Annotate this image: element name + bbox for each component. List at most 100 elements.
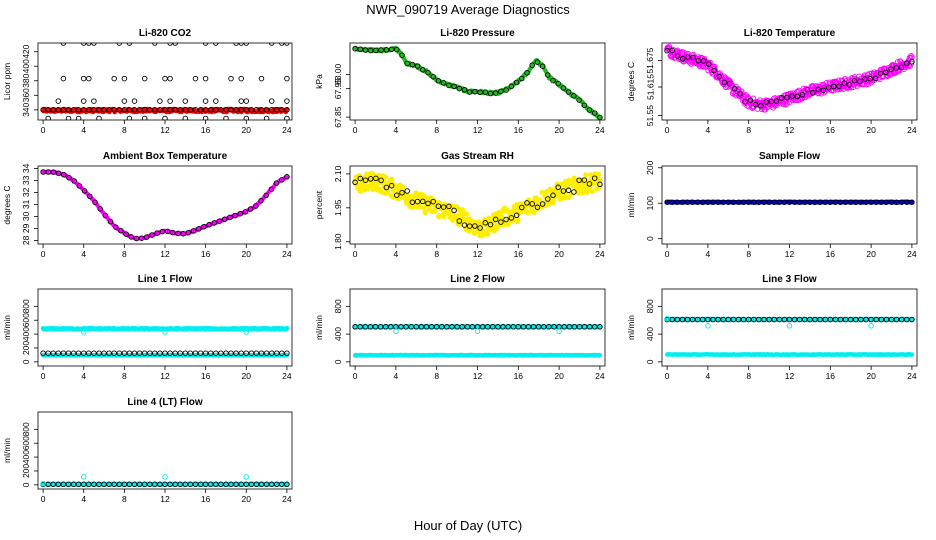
point-avg-base [268,107,275,113]
point-avg [888,316,895,323]
point-avg [106,350,112,356]
point-avg [466,223,473,229]
point-avg [776,199,783,205]
point-avg [107,218,114,225]
point-avg [378,47,384,53]
y-tick-label: 0 [21,359,31,364]
point-avg [141,350,148,356]
point-avg-base [162,107,168,113]
point-outliers [80,329,87,335]
point-avg-base [202,107,209,113]
y-tick-label: 400 [333,327,343,341]
point-raw [464,211,470,217]
point-avg [519,204,525,211]
chart-title: Gas Stream RH [441,151,514,162]
point-avg [238,350,244,356]
point-avg [700,58,707,64]
point-low-level [268,98,275,104]
point-avg [726,80,733,87]
point-avg [898,316,905,323]
point-avg [213,350,219,356]
point-avg [858,199,864,205]
point-raw-low [597,353,603,358]
point-avg [786,316,793,323]
point-avg [857,78,863,85]
chart-title: Line 3 Flow [762,274,817,285]
point-avg [796,316,803,323]
x-tick-label: 8 [434,249,439,259]
point-avg [530,324,537,330]
point-avg [383,184,390,191]
chart-title: Line 2 Flow [450,274,505,285]
point-avg [182,350,189,356]
point-avg [711,67,717,74]
point-avg [101,350,107,356]
point-avg-base [40,107,46,113]
point-avg [868,199,874,205]
y-tick-label: 100 [645,196,655,210]
point-avg [279,350,285,356]
y-tick-label: 420 [21,44,31,58]
point-avg [408,324,414,330]
point-avg [233,350,239,356]
point-raw [460,207,466,213]
point-avg [705,316,711,323]
point-avg [446,203,452,210]
point-raw [531,209,537,216]
point-avg [872,75,879,82]
point-low-level [157,98,163,104]
x-tick-label: 8 [122,371,127,381]
point-avg-base [192,107,199,113]
point-raw [485,231,491,237]
point-avg [679,199,686,205]
point-avg [40,350,46,356]
point-avg [873,316,879,323]
point-avg [791,199,798,205]
point-avg [903,60,910,67]
point-avg [796,199,803,205]
point-avg [883,316,890,323]
point-avg [862,76,868,82]
point-avg [820,87,827,94]
point-avg-base [243,107,250,113]
point-avg [357,324,363,330]
point-avg-base [152,107,158,113]
point-avg [778,95,785,101]
point-avg [451,207,457,214]
point-floor [45,115,51,120]
point-avg [674,199,681,205]
point-mid-level [167,75,173,82]
point-avg [721,79,728,86]
point-avg [357,46,364,52]
y-tick-label: 1.95 [333,199,343,216]
point-avg-base [50,107,56,113]
chart-title: Line 4 (LT) Flow [127,397,203,408]
point-avg [357,175,364,182]
point-avg-base [167,107,173,113]
point-raw [823,80,830,86]
y-axis-label: kPa [314,74,324,89]
point-avg [81,188,88,194]
x-tick-label: 12 [473,371,483,381]
point-mid-level [202,75,209,82]
point-avg [825,84,832,91]
x-tick-label: 8 [434,371,439,381]
point-avg [362,177,369,183]
point-avg [863,316,869,323]
y-tick-label: 380 [21,73,31,87]
point-avg [715,199,721,205]
point-avg [758,103,764,109]
point-avg [60,350,67,356]
point-avg [399,52,405,58]
point-avg [725,316,732,323]
point-avg [418,324,425,330]
point-avg [505,324,511,330]
point-avg [456,218,463,224]
point-outliers [474,328,481,335]
point-avg [597,181,603,188]
point-avg [136,350,143,356]
point-avg [674,316,681,323]
x-tick-label: 16 [826,249,836,259]
point-avg [187,350,194,356]
